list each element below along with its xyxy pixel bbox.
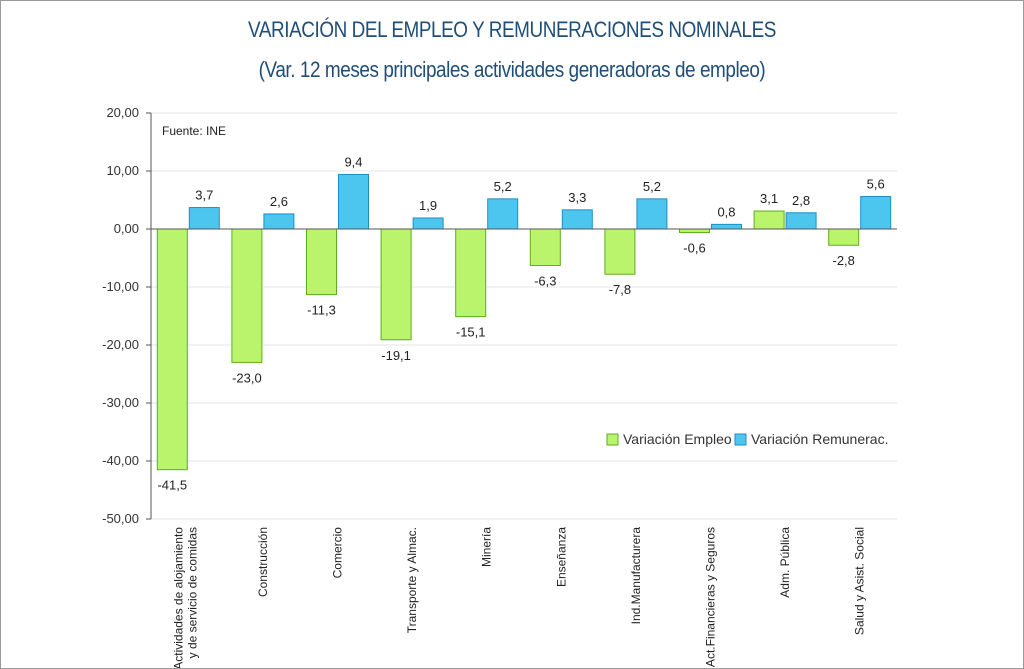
data-label-remun: 5,6 xyxy=(867,177,885,192)
bar-remun xyxy=(487,198,519,230)
bar-empleo xyxy=(753,210,785,230)
y-tick-label: 20,00 xyxy=(106,105,139,120)
data-label-empleo: -23,0 xyxy=(232,370,262,385)
chart-subtitle: (Var. 12 meses principales actividades g… xyxy=(258,57,766,82)
bar-remun xyxy=(711,223,742,230)
data-label-remun: 2,8 xyxy=(792,193,810,208)
category-label: Ind.Manufacturera xyxy=(629,527,643,625)
category-label-text: Transporte y Almac. xyxy=(405,527,419,633)
data-label-empleo: -41,5 xyxy=(157,478,187,493)
data-label-remun: 3,3 xyxy=(568,190,586,205)
category-label-text: Ind.Manufacturera xyxy=(629,527,643,625)
data-label-remun: 3,7 xyxy=(195,188,213,203)
bar-empleo xyxy=(231,228,263,363)
y-tick-label: -50,00 xyxy=(102,511,139,526)
data-label-remun: 5,2 xyxy=(643,179,661,194)
category-label: Construcción xyxy=(256,527,270,597)
bar-remun xyxy=(412,217,444,230)
data-label-empleo: -0,6 xyxy=(683,240,705,255)
category-label: Transporte y Almac. xyxy=(405,527,419,633)
bar-empleo xyxy=(604,228,636,275)
category-label: Actividades de alojamiento y de servicio … xyxy=(171,527,199,668)
data-label-remun: 5,2 xyxy=(494,179,512,194)
data-label-remun: 9,4 xyxy=(344,154,362,169)
bar-empleo xyxy=(306,228,337,296)
y-tick-label: -10,00 xyxy=(102,279,139,294)
bar-remun xyxy=(785,212,817,230)
y-tick-label: -40,00 xyxy=(102,453,139,468)
bar-remun xyxy=(263,213,295,230)
legend-swatch-empleo xyxy=(606,433,619,446)
category-label: Comercio xyxy=(331,527,345,579)
category-label: Salud y Asist. Social xyxy=(853,527,867,635)
source-note: Fuente: INE xyxy=(162,124,226,138)
category-label-text: Act.Financieras y Seguros xyxy=(704,527,718,667)
bar-remun xyxy=(636,198,668,230)
category-label-text: Comercio xyxy=(331,527,345,579)
y-tick-label: 0,00 xyxy=(114,221,139,236)
category-label-text: Adm. Pública xyxy=(778,527,792,598)
legend-label-empleo: Variación Empleo xyxy=(623,431,732,447)
data-label-empleo: -2,8 xyxy=(832,253,854,268)
data-label-remun: 2,6 xyxy=(270,194,288,209)
category-label-text: y de servicio de comidas xyxy=(185,527,199,658)
category-label: Adm. Pública xyxy=(778,527,792,598)
data-label-remun: 0,8 xyxy=(717,204,735,219)
y-tick-label: -20,00 xyxy=(102,337,139,352)
chart-title: VARIACIÓN DEL EMPLEO Y REMUNERACIONES NO… xyxy=(248,17,776,42)
bar-remun xyxy=(338,173,369,230)
data-label-empleo: -7,8 xyxy=(609,282,631,297)
data-label-empleo: -6,3 xyxy=(534,274,556,289)
category-label-text: Enseñanza xyxy=(554,527,568,587)
bar-empleo xyxy=(529,228,561,267)
bar-remun xyxy=(561,209,593,230)
bar-empleo xyxy=(156,228,188,471)
legend-swatch-remun xyxy=(734,433,747,446)
bar-remun xyxy=(188,207,220,230)
data-label-empleo: -19,1 xyxy=(381,348,411,363)
category-label: Enseñanza xyxy=(554,527,568,587)
data-label-empleo: 3,1 xyxy=(760,191,778,206)
y-tick-label: 10,00 xyxy=(106,163,139,178)
data-label-empleo: -15,1 xyxy=(456,325,486,340)
data-label-remun: 1,9 xyxy=(419,198,437,213)
category-label: Minería xyxy=(480,527,494,567)
category-label-text: Construcción xyxy=(256,527,270,597)
category-label-text: Actividades de alojamiento xyxy=(171,527,185,668)
category-label-text: Minería xyxy=(480,527,494,567)
bar-empleo xyxy=(679,228,710,233)
bar-empleo xyxy=(455,228,487,318)
y-tick-label: -30,00 xyxy=(102,395,139,410)
bar-remun xyxy=(860,196,892,230)
bar-empleo xyxy=(828,228,860,246)
legend-label-remun: Variación Remunerac. xyxy=(751,431,888,447)
category-label: Act.Financieras y Seguros xyxy=(704,527,718,667)
data-label-empleo: -11,3 xyxy=(307,303,336,318)
category-label-text: Salud y Asist. Social xyxy=(853,527,867,635)
bar-empleo xyxy=(380,228,412,341)
